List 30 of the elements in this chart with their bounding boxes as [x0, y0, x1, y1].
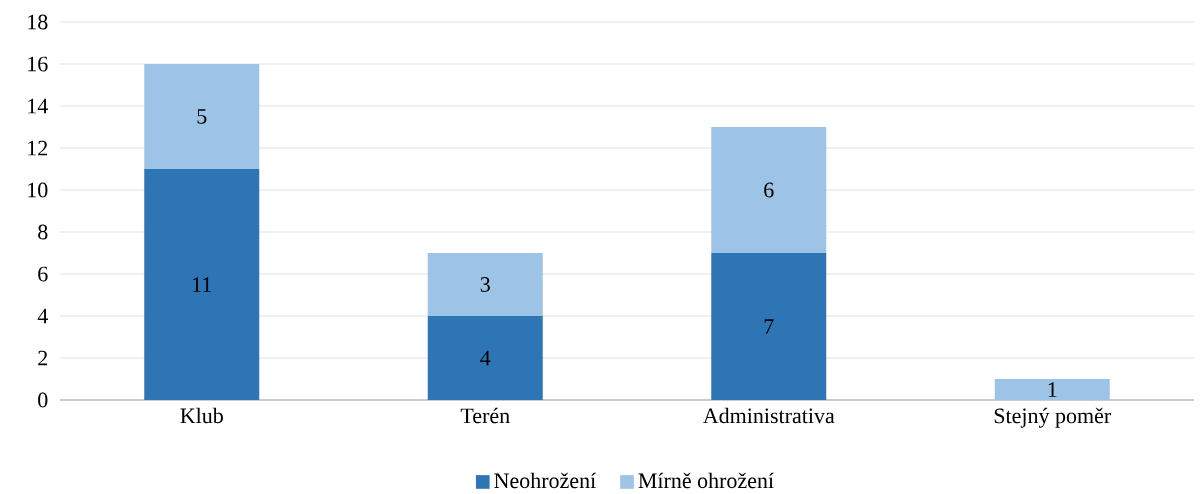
- data-label: 3: [480, 277, 490, 292]
- y-tick-label: 2: [38, 350, 48, 366]
- y-tick-label: 12: [28, 140, 48, 156]
- y-tick-label: 4: [37, 308, 48, 324]
- bar: [711, 253, 827, 401]
- y-tick-label: 16: [28, 56, 48, 72]
- data-label: 4: [480, 350, 491, 366]
- data-label: 5: [197, 109, 207, 124]
- legend-label: Mírně ohrožení: [638, 472, 774, 489]
- bar: [994, 379, 1110, 401]
- bar: [711, 127, 827, 253]
- y-tick-label: 8: [38, 224, 48, 240]
- bar: [144, 169, 260, 401]
- x-tick-label: Klub: [180, 407, 223, 424]
- data-label: 11: [193, 277, 212, 292]
- x-tick-label: Administrativa: [702, 407, 835, 424]
- legend-label: Neohrožení: [494, 472, 596, 489]
- y-tick-label: 6: [38, 266, 48, 282]
- data-label: 7: [764, 319, 774, 334]
- x-tick-label: Stejný poměr: [994, 407, 1111, 428]
- y-tick-label: 18: [28, 14, 48, 30]
- y-tick-label: 10: [28, 182, 48, 198]
- data-label: 1: [1048, 382, 1057, 397]
- bar: [144, 64, 260, 169]
- bar: [427, 253, 543, 317]
- bar: [427, 316, 543, 401]
- x-tick-label: Terén: [460, 407, 510, 424]
- y-tick-label: 0: [38, 392, 48, 408]
- data-label: 6: [764, 182, 774, 198]
- y-tick-label: 14: [28, 98, 48, 114]
